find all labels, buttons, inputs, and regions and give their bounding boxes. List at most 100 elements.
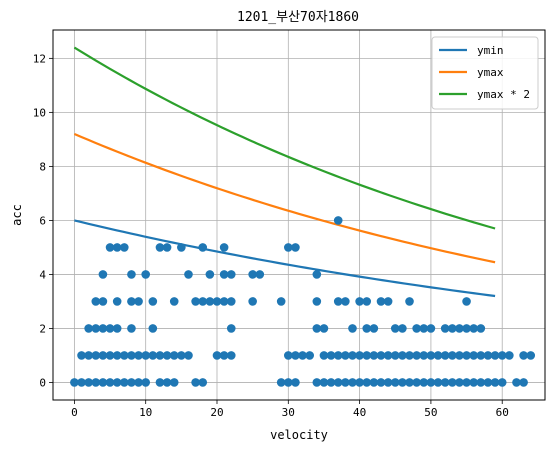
scatter-point bbox=[440, 324, 450, 333]
x-tick-label: 50 bbox=[424, 406, 437, 419]
scatter-point bbox=[519, 351, 528, 360]
scatter-point bbox=[333, 351, 343, 360]
scatter-point bbox=[369, 324, 379, 333]
scatter-point bbox=[98, 378, 108, 387]
scatter-point bbox=[497, 378, 507, 387]
scatter-point bbox=[390, 324, 400, 333]
scatter-point bbox=[426, 378, 436, 387]
x-tick-label: 60 bbox=[496, 406, 509, 419]
scatter-point bbox=[312, 378, 322, 387]
y-axis-ticks: 0 2 4 6 8 10 12 bbox=[33, 52, 53, 389]
scatter-point bbox=[105, 243, 115, 252]
y-tick-label: 6 bbox=[39, 214, 46, 227]
scatter-point bbox=[483, 378, 493, 387]
scatter-point bbox=[369, 378, 379, 387]
scatter-point bbox=[376, 378, 386, 387]
scatter-point bbox=[255, 270, 265, 279]
scatter-point bbox=[219, 351, 229, 360]
scatter-point bbox=[276, 378, 286, 387]
scatter-point bbox=[333, 378, 343, 387]
scatter-point bbox=[426, 351, 436, 360]
scatter-point bbox=[512, 378, 521, 387]
scatter-point bbox=[469, 351, 478, 360]
scatter-point bbox=[419, 351, 429, 360]
scatter-point bbox=[376, 297, 386, 306]
scatter-point bbox=[398, 378, 407, 387]
scatter-point bbox=[91, 351, 101, 360]
scatter-point bbox=[426, 324, 436, 333]
scatter-point bbox=[333, 297, 343, 306]
scatter-point bbox=[341, 297, 350, 306]
scatter-point bbox=[112, 378, 122, 387]
scatter-point bbox=[169, 297, 179, 306]
scatter-point bbox=[191, 378, 200, 387]
legend: ymin ymax ymax * 2 bbox=[431, 36, 539, 110]
scatter-point bbox=[448, 378, 457, 387]
scatter-point bbox=[155, 378, 165, 387]
x-tick-label: 40 bbox=[353, 406, 366, 419]
scatter-point bbox=[134, 297, 143, 306]
x-axis-ticks: 0 10 20 30 40 50 60 bbox=[71, 400, 509, 419]
legend-label: ymin bbox=[477, 44, 504, 57]
scatter-point bbox=[84, 351, 93, 360]
scatter-point bbox=[198, 378, 208, 387]
scatter-point bbox=[120, 378, 129, 387]
scatter-point bbox=[155, 351, 165, 360]
scatter-point bbox=[184, 351, 193, 360]
scatter-point bbox=[98, 297, 108, 306]
scatter-point bbox=[462, 324, 471, 333]
scatter-point bbox=[469, 378, 478, 387]
scatter-point bbox=[248, 297, 257, 306]
scatter-point bbox=[412, 378, 421, 387]
scatter-point bbox=[319, 351, 329, 360]
scatter-point bbox=[284, 378, 293, 387]
scatter-point bbox=[497, 351, 507, 360]
scatter-point bbox=[355, 351, 364, 360]
scatter-point bbox=[191, 297, 200, 306]
scatter-point bbox=[369, 351, 379, 360]
scatter-point bbox=[383, 297, 393, 306]
scatter-point bbox=[134, 351, 143, 360]
scatter-point bbox=[305, 351, 314, 360]
scatter-point bbox=[84, 378, 93, 387]
y-tick-label: 12 bbox=[33, 52, 46, 65]
scatter-point bbox=[398, 324, 407, 333]
scatter-point bbox=[355, 297, 364, 306]
scatter-point bbox=[91, 297, 101, 306]
scatter-point bbox=[205, 297, 215, 306]
scatter-point bbox=[112, 297, 122, 306]
scatter-point bbox=[433, 351, 443, 360]
scatter-point bbox=[162, 351, 172, 360]
scatter-point bbox=[98, 270, 108, 279]
scatter-point bbox=[341, 378, 350, 387]
scatter-point bbox=[169, 378, 179, 387]
scatter-point bbox=[362, 351, 372, 360]
scatter-point bbox=[212, 297, 222, 306]
scatter-point bbox=[70, 378, 79, 387]
scatter-point bbox=[326, 351, 336, 360]
scatter-point bbox=[462, 378, 471, 387]
scatter-point bbox=[226, 351, 236, 360]
scatter-point bbox=[448, 324, 457, 333]
scatter-point bbox=[148, 297, 158, 306]
scatter-point bbox=[319, 378, 329, 387]
scatter-point bbox=[419, 378, 429, 387]
scatter-point bbox=[219, 243, 229, 252]
scatter-point bbox=[390, 351, 400, 360]
scatter-point bbox=[169, 351, 179, 360]
legend-label: ymax bbox=[477, 66, 504, 79]
scatter-point bbox=[390, 378, 400, 387]
scatter-point bbox=[412, 324, 421, 333]
y-tick-label: 0 bbox=[39, 376, 46, 389]
scatter-point bbox=[405, 297, 414, 306]
x-tick-label: 20 bbox=[210, 406, 223, 419]
y-tick-label: 4 bbox=[39, 268, 46, 281]
scatter-point bbox=[205, 270, 215, 279]
scatter-point bbox=[77, 378, 86, 387]
scatter-point bbox=[490, 378, 500, 387]
scatter-point bbox=[112, 324, 122, 333]
scatter-point bbox=[383, 351, 393, 360]
scatter-point bbox=[326, 378, 336, 387]
scatter-point bbox=[440, 378, 450, 387]
